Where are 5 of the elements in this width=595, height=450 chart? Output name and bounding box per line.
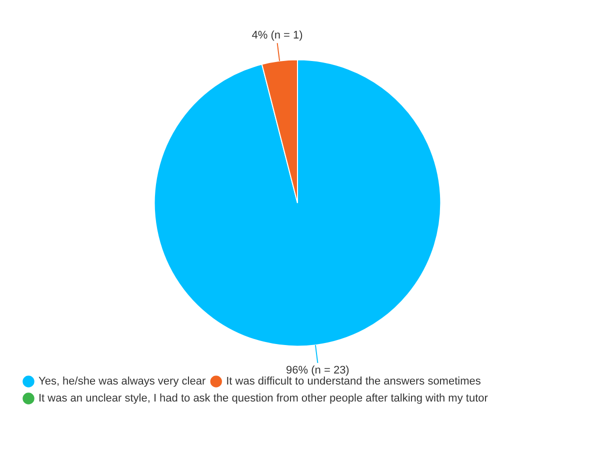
legend-label: Yes, he/she was always very clear [38, 376, 206, 388]
data-label: 4% (n = 1) [252, 30, 303, 42]
legend-label: It was an unclear style, I had to ask the question from other people after talking with my tutor [38, 392, 488, 405]
legend-label: It was difficult to understand the answers sometimes [226, 376, 482, 388]
data-label: 96% (n = 23) [286, 364, 350, 376]
